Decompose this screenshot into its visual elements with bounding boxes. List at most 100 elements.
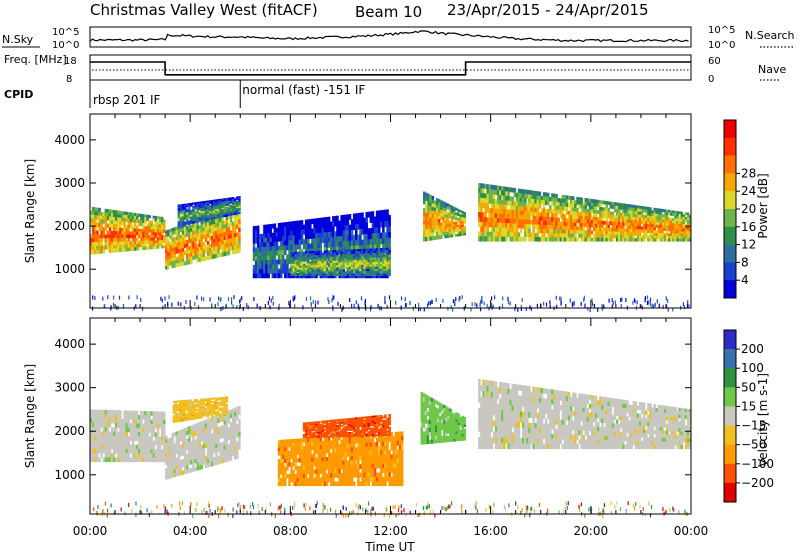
power-speckle xyxy=(601,306,603,311)
power-cell xyxy=(123,214,126,219)
power-cell xyxy=(284,259,287,265)
velocity-cell xyxy=(206,426,210,432)
power-cell xyxy=(382,271,385,274)
velocity-cell xyxy=(110,431,114,437)
power-cell xyxy=(478,192,481,198)
power-cell xyxy=(429,194,432,200)
power-cell xyxy=(181,244,185,249)
power-cell xyxy=(505,236,508,242)
power-speckle xyxy=(167,304,169,309)
power-cell xyxy=(204,207,208,210)
velocity-cell xyxy=(223,437,227,442)
power-cell xyxy=(352,271,356,274)
power-cell xyxy=(375,271,379,274)
power-cell xyxy=(92,214,95,220)
power-cell xyxy=(496,227,500,233)
velocity-cell xyxy=(140,427,143,433)
power-cell xyxy=(213,223,216,229)
power-cell xyxy=(363,248,366,252)
power-cell xyxy=(327,242,331,248)
power-cell xyxy=(198,247,201,252)
velocity-cell xyxy=(165,442,168,447)
power-cell xyxy=(313,238,316,244)
power-colorbar-label: Power [dB] xyxy=(756,173,770,238)
power-cell xyxy=(286,263,289,269)
power-cell xyxy=(651,229,654,234)
power-cell xyxy=(325,258,329,262)
power-cell xyxy=(601,227,604,232)
velocity-cell xyxy=(148,453,151,458)
power-cell xyxy=(507,200,510,206)
colorbar-tick-label: 24 xyxy=(741,184,756,198)
power-cell xyxy=(640,214,644,219)
power-cell xyxy=(148,226,151,230)
power-cell xyxy=(342,260,345,264)
power-cell xyxy=(252,230,256,236)
power-cell xyxy=(156,237,160,241)
velocity-cell xyxy=(233,446,237,452)
power-cell xyxy=(90,242,93,247)
power-cell xyxy=(202,209,206,212)
power-cell xyxy=(607,231,611,235)
power-cell xyxy=(121,231,124,236)
power-cell xyxy=(361,212,364,219)
power-cell xyxy=(329,242,333,248)
power-cell xyxy=(357,218,360,225)
velocity-cell xyxy=(152,423,156,429)
power-cell xyxy=(142,228,145,233)
velocity-cell xyxy=(191,407,195,410)
power-cell xyxy=(549,209,552,214)
power-cell xyxy=(273,246,277,252)
power-cell xyxy=(325,267,329,270)
power-speckle xyxy=(611,298,613,302)
power-cell xyxy=(233,201,237,204)
power-cell xyxy=(505,209,508,215)
power-cell xyxy=(609,204,613,209)
power-cell xyxy=(336,251,339,258)
power-cell xyxy=(670,223,673,227)
velocity-cell xyxy=(96,409,99,415)
power-cell xyxy=(632,223,636,227)
power-speckle xyxy=(650,297,652,302)
power-cell xyxy=(265,224,268,230)
power-cell xyxy=(461,221,464,224)
power-speckle xyxy=(658,303,660,308)
power-cell xyxy=(342,267,345,270)
power-cell xyxy=(544,220,548,226)
colorbar-tick-label: 12 xyxy=(741,238,756,252)
power-cell xyxy=(480,231,483,237)
power-cell xyxy=(352,249,356,252)
power-cell xyxy=(188,246,191,251)
power-cell xyxy=(256,269,260,274)
power-cell xyxy=(643,215,646,219)
power-cell xyxy=(292,240,295,246)
power-cell xyxy=(263,255,266,261)
power-cell xyxy=(284,250,287,256)
velocity-cell xyxy=(110,444,114,450)
power-cell xyxy=(148,220,151,224)
power-cell xyxy=(123,221,126,226)
velocity-cell xyxy=(190,452,193,457)
power-cell xyxy=(138,231,141,236)
power-cell xyxy=(125,231,128,236)
power-cell xyxy=(628,204,631,208)
power-cell xyxy=(332,273,335,277)
power-cell xyxy=(663,211,667,216)
power-cell xyxy=(386,254,389,258)
power-cell xyxy=(317,237,320,244)
power-cell xyxy=(213,215,216,218)
power-cell xyxy=(192,205,195,209)
power-cell xyxy=(265,237,268,243)
power-cell xyxy=(645,229,648,233)
power-cell xyxy=(319,256,323,260)
power-cell xyxy=(254,260,258,266)
power-cell xyxy=(528,207,531,212)
power-cell xyxy=(202,245,206,250)
power-speckle xyxy=(305,296,308,301)
power-cell xyxy=(213,227,216,232)
power-cell xyxy=(336,271,339,274)
power-cell xyxy=(607,237,611,242)
power-cell xyxy=(440,200,443,204)
power-cell xyxy=(536,220,540,225)
power-cell xyxy=(298,244,302,250)
